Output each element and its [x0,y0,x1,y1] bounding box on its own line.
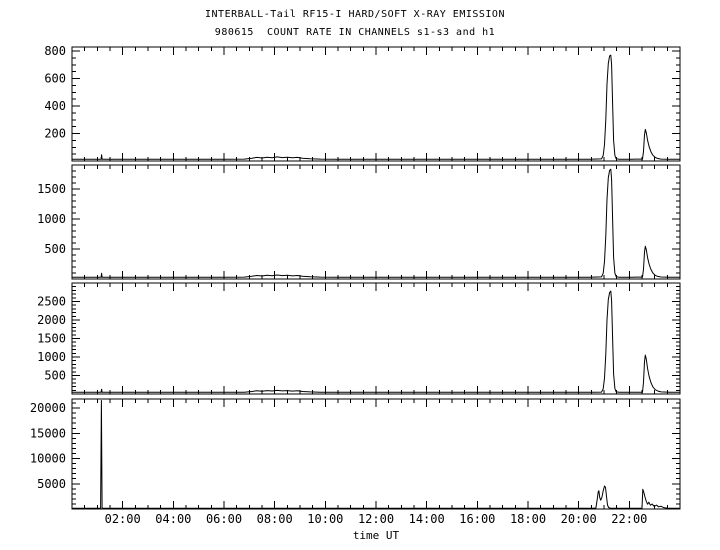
y-tick-label: 800 [44,44,66,58]
y-tick-label: 15000 [30,426,66,440]
y-tick-label: 1000 [37,350,66,364]
series-s3 [72,290,680,393]
panel-h1: 5000 10000 15000 20000 [30,398,681,510]
subtitle: 980615 COUNT RATE IN CHANNELS s1-s3 and … [214,27,496,38]
y-tick-label: 600 [44,72,66,86]
series-h1 [72,400,680,509]
y-tick-label: 200 [44,127,66,141]
x-axis-title: time UT [352,529,400,542]
panel-s3: 500 1000 1500 2000 2500 [37,282,681,395]
y-tick-label: 400 [44,99,66,113]
y-tick-label: 1500 [37,182,66,196]
main-title: INTERBALL-Tail RF15-I HARD/SOFT X-RAY EM… [205,9,505,20]
panel-frame [71,282,681,395]
y-tick-label: 5000 [37,477,66,491]
x-tick-label: 14:00 [409,512,445,526]
y-tick-label: 10000 [30,452,66,466]
x-tick-label: 12:00 [358,512,394,526]
panel-frame [71,46,681,162]
x-tick-label: 06:00 [206,512,242,526]
x-tick-label: 02:00 [105,512,141,526]
x-tick-label: 22:00 [611,512,647,526]
x-tick-label: 18:00 [510,512,546,526]
y-tick-label: 2000 [37,313,66,327]
x-tick-label: 16:00 [459,512,495,526]
y-tick-label: 20000 [30,401,66,415]
y-tick-label: 500 [44,369,66,383]
panel-s2: 500 1000 1500 [37,164,681,280]
x-tick-label: 08:00 [257,512,293,526]
panel-frame [71,164,681,280]
series-s1 [72,54,680,160]
panel-frame [71,398,681,510]
y-tick-label: 1000 [37,212,66,226]
panel-s1: 200 400 600 800 [44,44,681,162]
y-tick-label: 500 [44,242,66,256]
y-tick-label: 1500 [37,332,66,346]
x-tick-label: 10:00 [307,512,343,526]
x-tick-label: 20:00 [561,512,597,526]
x-tick-label: 04:00 [155,512,191,526]
series-s2 [72,168,680,278]
y-tick-label: 2500 [37,295,66,309]
